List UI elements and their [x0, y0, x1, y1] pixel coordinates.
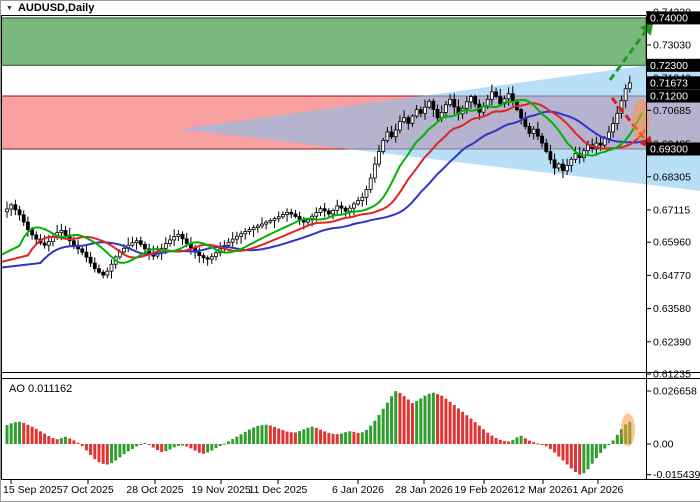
- date-tick-label: 6 Jan 2026: [332, 484, 384, 496]
- ao-tick-label: -0.015439: [653, 469, 700, 481]
- price-badge-label: 0.71200: [650, 91, 688, 103]
- date-tick-label: 11 Dec 2025: [249, 484, 308, 496]
- date-tick-label: 19 Nov 2025: [191, 484, 251, 496]
- symbol-timeframe-label: AUDUSD,Daily: [18, 2, 94, 14]
- ao-axis: 0.026658 0.00 -0.015439: [646, 386, 700, 482]
- price-tick-label: 0.70685: [653, 105, 691, 117]
- ao-indicator-label: AO 0.011162: [9, 383, 72, 395]
- price-tick-label: 0.73030: [653, 39, 691, 51]
- price-tick-label: 0.61235: [653, 368, 691, 380]
- price-tick-label: 0.63580: [653, 303, 691, 315]
- price-badge-label: 0.69300: [650, 144, 688, 156]
- date-tick-label: 1 Apr 2026: [573, 484, 624, 496]
- price-tick-label: 0.67115: [653, 204, 690, 216]
- ao-reversal-highlight: [621, 414, 635, 447]
- price-tick-label: 0.68305: [653, 171, 691, 183]
- date-tick-label: 19 Feb 2026: [455, 484, 514, 496]
- date-tick-label: 7 Oct 2025: [62, 484, 114, 496]
- ao-tick-label: 0.00: [653, 439, 674, 451]
- chart-title-bar[interactable]: ▼ AUDUSD,Daily: [1, 1, 646, 16]
- price-tick-label: 0.65960: [653, 237, 691, 249]
- symbol-dropdown-icon[interactable]: ▼: [6, 5, 13, 12]
- price-tick-label: 0.62390: [653, 336, 691, 348]
- date-tick-label: 28 Oct 2025: [126, 484, 183, 496]
- price-badge-label: 0.72300: [650, 60, 688, 72]
- date-tick-label: 15 Sep 2025: [3, 484, 63, 496]
- price-badge-label: 0.74000: [650, 12, 688, 24]
- target-zone-green: [1, 18, 646, 65]
- ao-histogram: [6, 391, 632, 474]
- price-badge-label: 0.71673: [650, 77, 688, 89]
- price-tick-label: 0.64770: [653, 270, 691, 282]
- date-tick-label: 12 Mar 2026: [514, 484, 573, 496]
- date-tick-label: 28 Jan 2026: [395, 484, 453, 496]
- ao-tick-label: 0.026658: [653, 386, 697, 398]
- price-axis: 0.742200.730300.718400.706850.694850.683…: [646, 6, 700, 380]
